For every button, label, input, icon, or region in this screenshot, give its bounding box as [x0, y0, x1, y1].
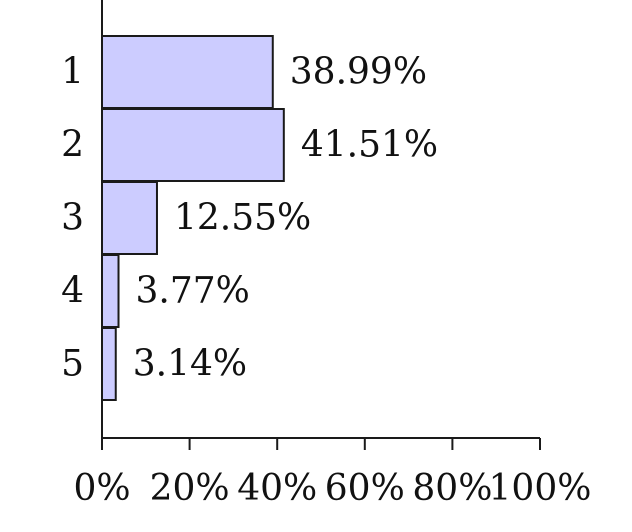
value-label-2: 41.51% [301, 125, 438, 166]
value-label-1: 38.99% [290, 52, 427, 93]
value-label-4: 3.77% [136, 271, 250, 312]
x-tick-label-20: 20% [150, 468, 230, 509]
x-tick-label-0: 0% [73, 468, 130, 509]
bars-layer [101, 35, 285, 401]
category-label-2: 2 [61, 125, 84, 166]
value-label-3: 12.55% [174, 198, 311, 239]
category-label-3: 3 [61, 198, 84, 239]
x-tick-label-60: 60% [325, 468, 405, 509]
x-ticks-layer: 0% 20% 40% 60% 80%100% [73, 438, 591, 509]
x-tick-label-80: 80% [412, 468, 492, 509]
value-label-5: 3.14% [133, 344, 247, 385]
category-label-5: 5 [61, 344, 84, 385]
bar-4 [101, 254, 120, 328]
bar-2 [101, 108, 285, 182]
x-tick-label-40: 40% [237, 468, 317, 509]
bar-3 [101, 181, 158, 255]
bar-5 [101, 327, 117, 401]
bar-1 [101, 35, 274, 109]
x-tick-label-100: 100% [489, 468, 592, 509]
category-label-4: 4 [61, 271, 84, 312]
axis-layer [101, 0, 540, 439]
category-label-1: 1 [61, 52, 84, 93]
labels-layer: 1 38.99% 2 41.51% 3 12.55% 4 3.77% 5 3.14% [61, 52, 438, 385]
